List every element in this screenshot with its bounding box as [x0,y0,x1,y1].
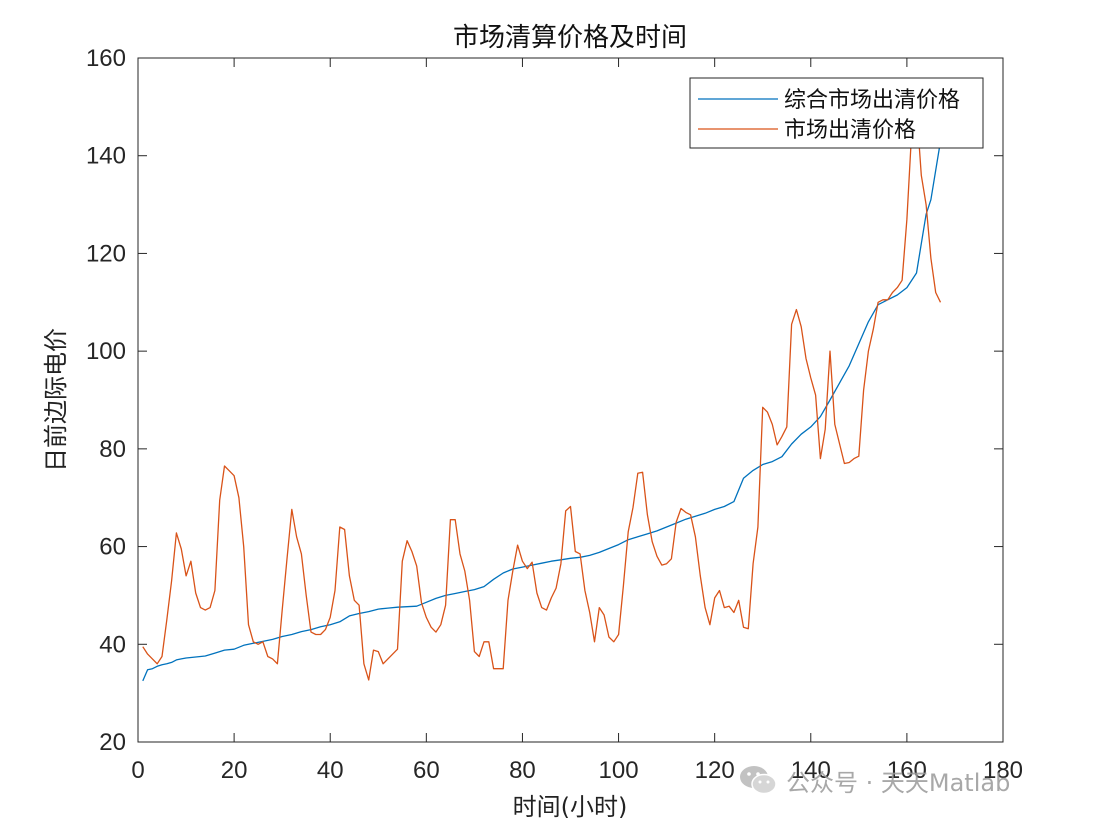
legend-box [689,77,984,149]
wechat-icon [740,766,777,795]
watermark: 公众号 · 天天Matlab [738,762,1010,798]
watermark-text: 公众号 · 天天Matlab [786,768,1011,797]
x-axis-label: 时间(小时) [513,793,628,821]
x-tick-label: 180 [983,757,1023,784]
legend-label-2: 市场出清价格 [784,118,916,143]
x-tick-label: 160 [887,757,927,784]
y-tick-label: 40 [99,631,126,658]
series-line-2 [142,106,942,681]
plot-area: 0 20 40 60 80 100 120 140 160 1802040608010012014… [86,45,1023,784]
x-tick-label: 60 [413,757,440,784]
y-tick-label: 60 [99,534,126,561]
x-tick-label: 100 [599,757,639,784]
x-tick-label: 20 [221,757,248,784]
legend-label-1: 综合市场出清价格 [784,88,960,113]
y-tick-label: 20 [99,729,126,756]
x-tick-label: 80 [509,757,536,784]
y-tick-label: 120 [86,240,126,267]
y-tick-label: 160 [86,45,126,72]
x-tick-label: 120 [695,757,735,784]
y-tick-label: 100 [86,338,126,365]
x-tick-label: 40 [317,757,344,784]
y-axis-label: 日前边际电价 [42,328,70,472]
chart-title: 市场清算价格及时间 [453,23,687,53]
x-tick-label: 0 [131,757,144,784]
y-tick-label: 140 [86,143,126,170]
x-tick-label: 140 [791,757,831,784]
axes-box [137,57,1004,743]
series-line-1 [142,140,942,682]
y-tick-label: 80 [99,436,126,463]
